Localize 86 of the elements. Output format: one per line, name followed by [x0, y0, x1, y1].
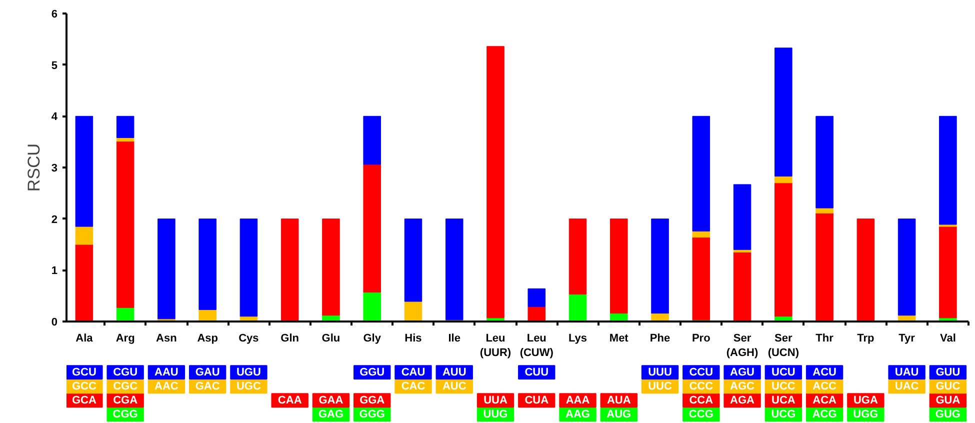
- data-label: AGC: [730, 380, 755, 392]
- data-label: GUC: [936, 380, 960, 392]
- data-label: CAA: [278, 394, 302, 406]
- data-label: UAU: [894, 366, 919, 378]
- data-label: ACA: [812, 394, 837, 406]
- data-label: UCC: [771, 380, 796, 392]
- data-label: GGG: [359, 408, 385, 420]
- x-tick-label: Phe: [650, 332, 670, 344]
- data-label: UGC: [236, 380, 261, 392]
- data-label: AUG: [606, 408, 632, 420]
- x-tick-label: Lys: [568, 332, 588, 344]
- x-tick-label: Thr: [816, 332, 834, 344]
- data-label: AAG: [566, 408, 590, 420]
- data-label: GCC: [72, 380, 96, 392]
- data-label: CCG: [688, 408, 714, 420]
- data-label: CUA: [524, 394, 549, 406]
- data-label: CCA: [689, 394, 714, 406]
- y-tick-label: 1: [51, 265, 58, 278]
- x-tick-label: Asn: [156, 332, 178, 344]
- data-label: UGA: [853, 394, 878, 406]
- data-label: CCU: [689, 366, 714, 378]
- data-label: AGU: [730, 366, 755, 378]
- data-label: CAU: [401, 366, 426, 378]
- data-label: AAU: [154, 366, 178, 378]
- data-label: UUA: [484, 394, 508, 406]
- data-label: CGU: [113, 366, 138, 378]
- x-tick-label: Cys: [238, 332, 259, 344]
- data-label: ACC: [812, 380, 837, 392]
- data-label: ACU: [812, 366, 837, 378]
- data-label: AAA: [566, 394, 590, 406]
- data-label: GUG: [935, 408, 960, 420]
- y-tick-label: 0: [51, 316, 58, 328]
- data-label: GAA: [318, 394, 344, 406]
- data-label: AAC: [154, 380, 178, 392]
- data-label: UGU: [236, 366, 261, 378]
- x-tick-label: Arg: [116, 332, 135, 344]
- data-label: UCU: [771, 366, 796, 378]
- data-label: CGC: [113, 380, 138, 392]
- data-label: GUA: [936, 394, 960, 406]
- x-tick-label: Gln: [280, 332, 300, 344]
- x-tick-label: Ile: [448, 332, 460, 344]
- data-label: AUC: [442, 380, 466, 392]
- y-tick-label: 2: [51, 214, 58, 226]
- x-tick-label: Leu (CUW): [520, 332, 554, 359]
- x-tick-label: Tyr: [898, 332, 916, 344]
- data-label: UCA: [771, 394, 796, 406]
- data-label: CAC: [401, 380, 426, 392]
- data-label: UAC: [894, 380, 919, 392]
- data-label: UUG: [483, 408, 508, 420]
- data-label: UUU: [648, 366, 672, 378]
- y-tick-label: 6: [51, 8, 58, 20]
- y-tick-label: 4: [51, 111, 58, 124]
- data-label: AUU: [442, 366, 466, 378]
- data-label: AGA: [730, 394, 755, 406]
- y-tick-label: 5: [51, 60, 58, 72]
- data-label: CGA: [113, 394, 138, 406]
- x-tick-label: Trp: [857, 332, 875, 344]
- x-tick-label: Ser (AGH): [726, 332, 758, 359]
- data-label: GCU: [72, 366, 96, 378]
- y-axis-title: RSCU: [24, 143, 44, 192]
- y-tick-label: 3: [51, 162, 58, 174]
- data-label: GGA: [360, 394, 385, 406]
- x-tick-label: Asp: [197, 332, 218, 344]
- data-label: CCC: [689, 380, 714, 392]
- data-label: GGU: [360, 366, 385, 378]
- x-tick-label: Met: [609, 332, 629, 344]
- data-label: CUU: [524, 366, 549, 378]
- x-tick-label: Glu: [322, 332, 340, 344]
- data-label: UGG: [853, 408, 878, 420]
- x-tick-label: Gly: [363, 332, 382, 344]
- x-tick-label: Leu (UUR): [480, 332, 512, 359]
- data-label: ACG: [812, 408, 837, 420]
- data-label: CGG: [112, 408, 138, 420]
- x-tick-label: His: [404, 332, 422, 344]
- data-label: UCG: [771, 408, 796, 420]
- data-label: GAG: [318, 408, 344, 420]
- x-tick-label: Ala: [76, 332, 94, 344]
- data-label: UUC: [648, 380, 672, 392]
- data-label: AUA: [606, 394, 631, 406]
- data-label: GUU: [936, 366, 960, 378]
- data-label: GAC: [195, 380, 220, 392]
- data-label: GAU: [195, 366, 220, 378]
- x-tick-label: Val: [940, 332, 956, 344]
- x-tick-label: Pro: [692, 332, 711, 344]
- data-label: GCA: [72, 394, 96, 406]
- x-tick-label: Ser (UCN): [768, 332, 800, 359]
